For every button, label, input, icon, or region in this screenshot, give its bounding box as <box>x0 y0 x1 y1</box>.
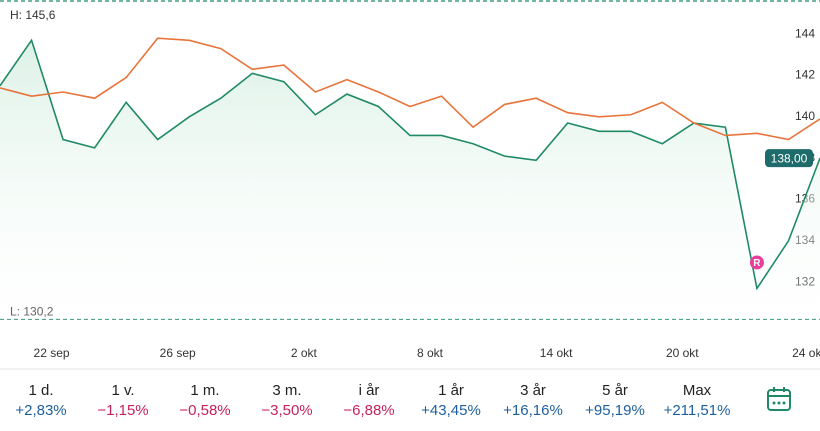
return-change: −1,15% <box>97 402 148 419</box>
x-tick-label: 2 okt <box>291 346 318 360</box>
series-line <box>0 38 820 291</box>
return-item[interactable]: 1 d. +2,83% <box>15 382 66 419</box>
last-price-tag <box>765 149 813 168</box>
return-change: +95,19% <box>585 402 645 419</box>
return-period: 3 år <box>520 382 546 399</box>
x-tick-label: 24 okt <box>792 346 820 360</box>
return-item[interactable]: 3 år +16,16% <box>503 382 563 419</box>
return-period: i år <box>359 382 380 399</box>
return-change: +2,83% <box>15 402 66 419</box>
return-change: −6,88% <box>343 402 394 419</box>
return-item[interactable]: 5 år +95,19% <box>585 382 645 419</box>
return-change: +16,16% <box>503 402 563 419</box>
return-change: +211,51% <box>664 402 731 419</box>
return-item[interactable]: 1 år +43,45% <box>421 382 481 419</box>
return-period: 1 m. <box>190 382 219 399</box>
last-price-label: 138,00 <box>771 151 808 165</box>
return-item[interactable]: Max +211,51% <box>664 382 731 419</box>
area <box>0 40 820 328</box>
calendar-icon <box>772 401 776 405</box>
x-tick-label: 26 sep <box>160 346 196 360</box>
return-change: −0,58% <box>179 402 230 419</box>
return-item[interactable]: 1 m. −0,58% <box>179 382 230 419</box>
event-marker[interactable] <box>749 255 764 270</box>
returns-row: 1 d. +2,83% 1 v. −1,15% 1 m. −0,58% 3 m. −3,50%… <box>15 382 730 419</box>
return-period: 1 d. <box>28 382 53 399</box>
return-item[interactable]: 3 m. −3,50% <box>261 382 312 419</box>
x-tick-label: 14 okt <box>540 346 573 360</box>
y-tick-label: 144 <box>795 26 815 40</box>
calendar-icon <box>777 401 781 405</box>
series-line <box>0 37 820 141</box>
event-label: R <box>753 258 761 269</box>
x-tick-label: 22 sep <box>34 346 70 360</box>
return-period: 5 år <box>602 382 628 399</box>
return-change: +43,45% <box>421 402 481 419</box>
calendar-icon <box>782 401 786 405</box>
return-period: Max <box>683 382 712 399</box>
return-change: −3,50% <box>261 402 312 419</box>
y-tick-label: 140 <box>795 109 815 123</box>
return-period: 1 v. <box>111 382 134 399</box>
calendar-button[interactable] <box>767 387 791 411</box>
x-tick-label: 8 okt <box>417 346 444 360</box>
return-period: 1 år <box>438 382 464 399</box>
y-tick-label: 142 <box>795 68 815 82</box>
high-line-label: H: 145,6 <box>10 8 56 22</box>
return-period: 3 m. <box>272 382 301 399</box>
x-tick-label: 20 okt <box>666 346 699 360</box>
calendar-icon <box>767 389 791 411</box>
return-item[interactable]: i år −6,88% <box>343 382 394 419</box>
return-item[interactable]: 1 v. −1,15% <box>97 382 148 419</box>
